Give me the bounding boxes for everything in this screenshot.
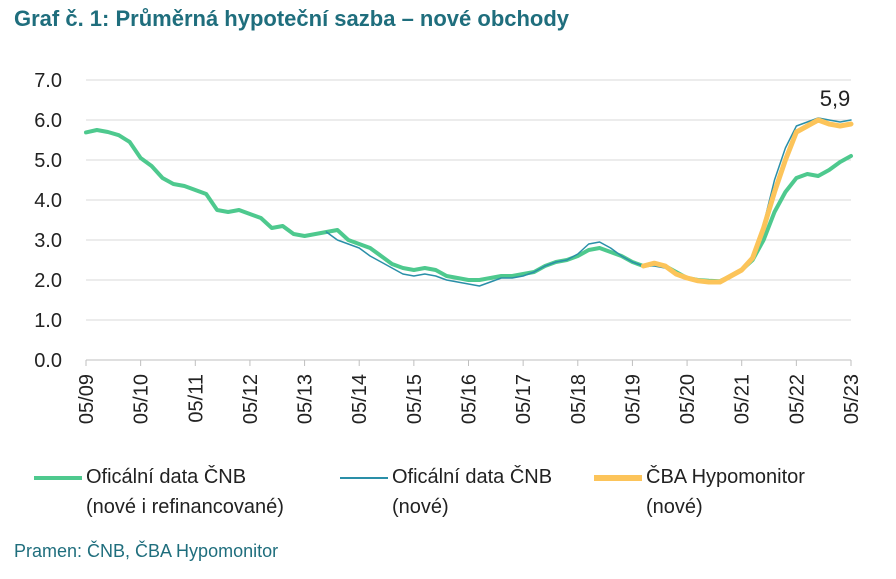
- x-tick-label: 05/18: [568, 374, 590, 424]
- x-axis: 05/09 05/10 05/11 05/12 05/13 05/14 05/15 05/16…: [76, 359, 863, 424]
- legend-label-line1: ČBA Hypomonitor: [646, 466, 805, 488]
- y-tick-label: 4.0: [34, 190, 62, 212]
- legend-item-cnb-all: Oficální data ČNB (nové i refinancované): [34, 462, 334, 522]
- series-line-1: [84, 128, 853, 284]
- y-axis: 0.0 1.0 2.0 3.0 4.0 5.0 6.0 7.0: [34, 70, 62, 372]
- y-tick-label: 6.0: [34, 110, 62, 132]
- legend-swatch-cnb-all: [34, 476, 82, 480]
- x-tick-label: 05/10: [131, 374, 153, 424]
- x-tick-label: 05/11: [185, 374, 207, 423]
- value-annotation: 5,9: [820, 86, 851, 111]
- x-tick-label: 05/19: [622, 374, 644, 424]
- x-tick-label: 05/14: [349, 374, 371, 424]
- x-tick-label: 05/20: [677, 374, 699, 424]
- legend-label-line1: Oficální data ČNB: [86, 466, 247, 488]
- x-tick-label: 05/21: [732, 374, 754, 424]
- source-note: Pramen: ČNB, ČBA Hypomonitor: [14, 541, 279, 561]
- y-tick-label: 1.0: [34, 310, 62, 332]
- y-tick-label: 2.0: [34, 270, 62, 292]
- legend-label-line2: (nové): [392, 496, 449, 518]
- x-tick-label: 05/12: [240, 374, 262, 424]
- legend-label-line2: (nové i refinancované): [86, 496, 284, 518]
- y-tick-label: 5.0: [34, 150, 62, 172]
- chart-title: Graf č. 1: Průměrná hypoteční sazba – no…: [14, 6, 570, 31]
- y-tick-label: 7.0: [34, 70, 62, 92]
- legend-swatch-cba: [594, 475, 642, 481]
- x-tick-label: 05/17: [513, 374, 535, 424]
- legend-swatch-cnb-new: [340, 477, 388, 479]
- series-lines: [84, 117, 854, 287]
- x-tick-label: 05/13: [295, 374, 317, 424]
- legend-item-cnb-new: Oficální data ČNB (nové): [340, 462, 590, 522]
- legend-label-line1: Oficální data ČNB: [392, 466, 553, 488]
- y-tick-label: 3.0: [34, 230, 62, 252]
- legend-item-cba: ČBA Hypomonitor (nové): [594, 462, 884, 522]
- series-line-3: [640, 117, 854, 285]
- legend-label-line2: (nové): [646, 496, 703, 518]
- x-tick-label: 05/22: [786, 374, 808, 424]
- x-tick-label: 05/15: [404, 374, 426, 424]
- x-tick-label: 05/16: [459, 374, 481, 424]
- x-tick-label: 05/23: [841, 374, 863, 424]
- annotations: 5,9: [820, 86, 851, 111]
- x-tick-label: 05/09: [76, 374, 98, 424]
- line-chart: 0.0 1.0 2.0 3.0 4.0 5.0 6.0 7.0 05/09 05/10 05/11…: [34, 70, 863, 424]
- y-tick-label: 0.0: [34, 350, 62, 372]
